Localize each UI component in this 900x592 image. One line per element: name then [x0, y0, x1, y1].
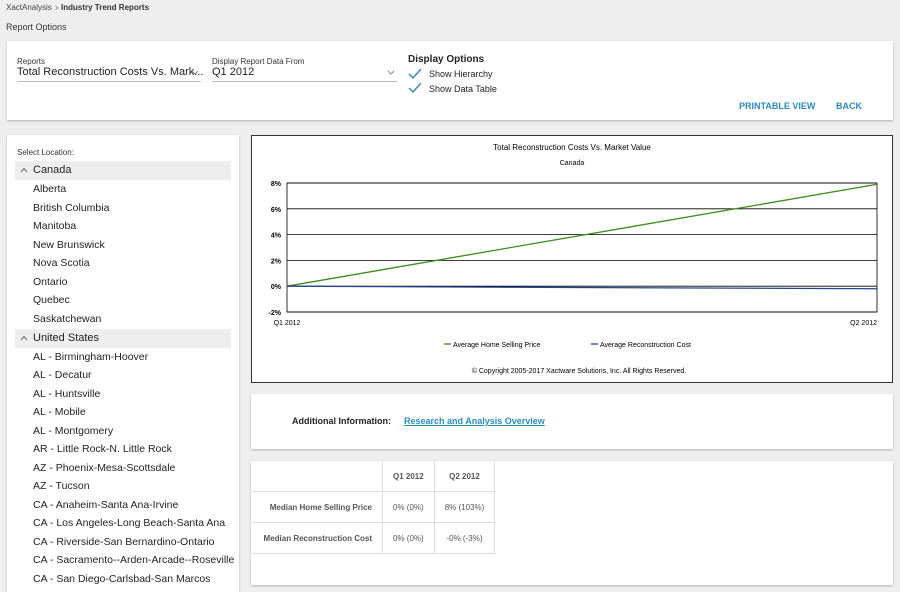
chart-subtitle: Canada [560, 160, 585, 167]
info-link[interactable]: Research and Analysis Overview [404, 416, 545, 426]
table-cell: 0% (0%) [383, 492, 435, 523]
row-header: Median Home Selling Price [252, 492, 383, 523]
location-item[interactable]: Alberta [33, 183, 66, 195]
field-label: Reports [17, 57, 45, 66]
location-item[interactable]: CA - Los Angeles-Long Beach-Santa Ana [33, 517, 225, 529]
table-row: Median Reconstruction Cost0% (0%)-0% (-3… [252, 523, 495, 554]
x-tick-label: Q1 2012 [274, 320, 301, 327]
caret [21, 169, 27, 173]
location-item[interactable]: AR - Little Rock-N. Little Rock [33, 443, 172, 455]
location-item[interactable]: AL - Mobile [33, 406, 86, 418]
plot-area [287, 183, 877, 312]
location-item[interactable]: Quebec [33, 294, 70, 306]
collapse-caret[interactable] [20, 335, 28, 341]
table-cell: -0% (-3%) [434, 523, 495, 554]
column-header: Q1 2012 [383, 461, 435, 492]
column-header: Q2 2012 [434, 461, 495, 492]
info-label: Additional Information: [292, 416, 391, 426]
dropdown-arrow[interactable] [387, 70, 395, 76]
location-item[interactable]: Nova Scotia [33, 257, 90, 269]
dropdown-arrow[interactable] [191, 70, 199, 76]
series-line [287, 184, 877, 286]
copyright: © Copyright 2005-2017 Xactware Solutions… [472, 367, 687, 375]
location-label: Select Location: [17, 148, 74, 157]
location-item[interactable]: Manitoba [33, 220, 76, 232]
location-item[interactable]: Saskatchewan [33, 313, 101, 325]
location-item[interactable]: CA - Riverside-San Bernardino-Ontario [33, 536, 215, 548]
location-item[interactable]: AL - Decatur [33, 369, 92, 381]
caret [21, 336, 27, 340]
legend-label: Average Home Selling Price [453, 342, 541, 349]
y-tick-label: 4% [271, 233, 282, 240]
location-item[interactable]: CA - Sacramento--Arden-Arcade--Roseville [33, 554, 234, 566]
checkmark[interactable] [408, 68, 422, 80]
location-item[interactable]: AL - Huntsville [33, 388, 100, 400]
breadcrumb-root[interactable]: XactAnalysis [6, 3, 52, 12]
options-title: Display Options [408, 54, 484, 65]
location-item[interactable]: AL - Montgomery [33, 425, 113, 437]
y-tick-label: 6% [271, 207, 282, 214]
location-item[interactable]: CA - Anaheim-Santa Ana-Irvine [33, 499, 178, 511]
chart-panel: Total Reconstruction Costs Vs. Market Va… [251, 135, 893, 383]
collapse-caret[interactable] [20, 167, 28, 173]
table-cell: 0% (0%) [383, 523, 435, 554]
back-button[interactable]: BACK [836, 101, 862, 111]
page-title: Report Options [6, 22, 67, 32]
info-panel: Additional Information: Research and Ana… [251, 394, 893, 449]
location-panel: Select Location: Canada Alberta British Co… [7, 135, 239, 592]
option-label[interactable]: Show Hierarchy [429, 69, 493, 79]
header-cell [252, 461, 383, 492]
location-item[interactable]: Ontario [33, 276, 67, 288]
location-item[interactable]: AL - Birmingham-Hoover [33, 351, 148, 363]
y-tick-label: 8% [271, 181, 282, 188]
header-row: Q1 2012Q2 2012 [252, 461, 495, 492]
checkmark[interactable] [408, 82, 422, 94]
group-name[interactable]: Canada [33, 164, 72, 176]
location-item[interactable]: British Columbia [33, 202, 109, 214]
options-panel: Reports Total Reconstruction Costs Vs. M… [7, 41, 893, 120]
reports-select[interactable]: Total Reconstruction Costs Vs. Mark... [17, 66, 203, 78]
location-item[interactable]: New Brunswick [33, 239, 105, 251]
legend-label: Average Reconstruction Cost [600, 342, 691, 349]
from-select[interactable]: Q1 2012 [212, 66, 254, 78]
data-table: Q1 2012Q2 2012Median Home Selling Price0… [252, 461, 495, 554]
row-header: Median Reconstruction Cost [252, 523, 383, 554]
location-item[interactable]: AZ - Tucson [33, 480, 90, 492]
y-tick-label: -2% [269, 310, 282, 317]
y-tick-label: 0% [271, 284, 282, 291]
y-tick-label: 2% [271, 258, 282, 265]
chart: Total Reconstruction Costs Vs. Market Va… [252, 136, 892, 382]
chart-title: Total Reconstruction Costs Vs. Market Va… [493, 143, 651, 152]
location-item[interactable]: AZ - Phoenix-Mesa-Scottsdale [33, 462, 175, 474]
group-name[interactable]: United States [33, 332, 99, 344]
x-tick-label: Q2 2012 [850, 320, 877, 327]
table-panel: Q1 2012Q2 2012Median Home Selling Price0… [251, 461, 893, 585]
option-label[interactable]: Show Data Table [429, 84, 497, 94]
field-label: Display Report Data From [212, 57, 304, 66]
table-cell: 8% (103%) [434, 492, 495, 523]
breadcrumb-current: Industry Trend Reports [61, 3, 149, 12]
location-item[interactable]: CA - San Diego-Carlsbad-San Marcos [33, 573, 210, 585]
table-row: Median Home Selling Price0% (0%)8% (103%… [252, 492, 495, 523]
printable-view-button[interactable]: PRINTABLE VIEW [739, 101, 815, 111]
breadcrumb-separator [54, 5, 60, 11]
